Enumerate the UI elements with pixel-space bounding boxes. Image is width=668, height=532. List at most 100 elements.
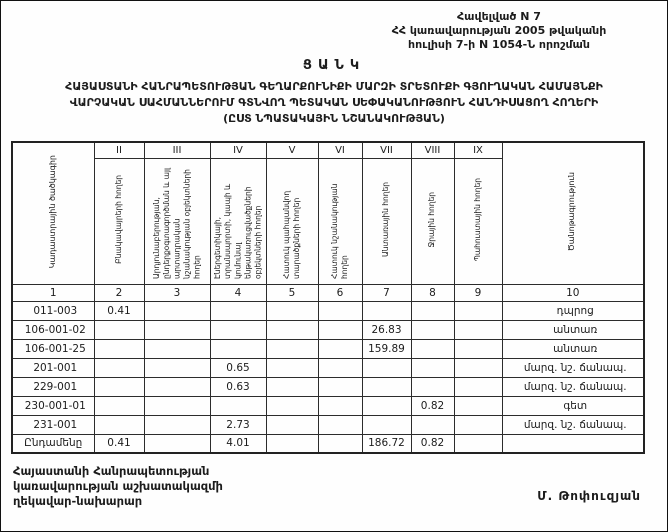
cell-value xyxy=(209,300,267,321)
total-value: 186.72 xyxy=(361,433,412,454)
col-header-reserve-lands: Պահուստային հողեր xyxy=(453,157,503,285)
cell-code: 106-001-02 xyxy=(11,319,95,340)
total-value: 0.82 xyxy=(410,433,455,454)
col-header-cadastral-code: Կադաստրային ծածկագիր xyxy=(11,141,95,285)
cell-value xyxy=(93,319,145,340)
cell-value xyxy=(265,395,319,416)
table-row: 231-001 2.73 մարզ. նշ. ճանապ. xyxy=(11,414,645,435)
col-header-protected-areas-lands: Հատուկ պահպանվող տարածքների հողեր xyxy=(265,157,319,285)
col-number-4: 4 xyxy=(209,283,267,302)
signatory-title-block: Հայաստանի Հանրապետության կառավարության ա… xyxy=(13,464,223,509)
total-value xyxy=(265,433,319,454)
col-number-9: 9 xyxy=(453,283,503,302)
cell-code: 201-001 xyxy=(11,357,95,378)
cell-value xyxy=(410,376,455,397)
signatory-line-3: ղեկավար-նախարար xyxy=(13,493,143,508)
roman-numeral-vii: VII xyxy=(361,141,412,159)
cell-value xyxy=(93,338,145,359)
total-value xyxy=(453,433,503,454)
cell-value xyxy=(317,338,363,359)
col-number-7: 7 xyxy=(361,283,412,302)
decision-date-line: հուլիսի 7-ի N 1054-Ն որոշման xyxy=(408,37,590,51)
cell-value xyxy=(209,338,267,359)
col-header-settlement-lands: Բնակավայրերի հողեր xyxy=(93,157,145,285)
cell-value: 159.89 xyxy=(361,338,412,359)
roman-numeral-ix: IX xyxy=(453,141,503,159)
cell-code: 011-003 xyxy=(11,300,95,321)
cell-code: 229-001 xyxy=(11,376,95,397)
cell-value xyxy=(361,376,412,397)
roman-numeral-viii: VIII xyxy=(410,141,455,159)
cell-value xyxy=(317,414,363,435)
cell-note: անտառ xyxy=(501,338,645,359)
cell-note: մարզ. նշ. ճանապ. xyxy=(501,414,645,435)
col-number-8: 8 xyxy=(410,283,455,302)
cell-value xyxy=(143,414,211,435)
cell-value xyxy=(410,338,455,359)
cell-code: 230-001-01 xyxy=(11,395,95,416)
cell-value xyxy=(93,395,145,416)
cell-value xyxy=(93,357,145,378)
cell-value xyxy=(265,376,319,397)
table-row: 201-001 0.65 մարզ. նշ. ճանապ. xyxy=(11,357,645,378)
cell-value xyxy=(143,338,211,359)
cell-value: 0.41 xyxy=(93,300,145,321)
cell-value: 2.73 xyxy=(209,414,267,435)
signatory-line-2: կառավարության աշխատակազմի xyxy=(13,479,223,493)
col-number-3: 3 xyxy=(143,283,211,302)
cell-value xyxy=(453,395,503,416)
appendix-header: Հավելված N 7 ՀՀ կառավարության 2005 թվակա… xyxy=(349,10,649,51)
note-column-label: Ծանոթագրություն xyxy=(567,172,577,252)
cell-value xyxy=(453,300,503,321)
col-number-10: 10 xyxy=(501,283,645,302)
cell-value: 26.83 xyxy=(361,319,412,340)
roman-numeral-iv: IV xyxy=(209,141,267,159)
col-number-2: 2 xyxy=(93,283,145,302)
cell-value xyxy=(361,357,412,378)
cell-value xyxy=(143,300,211,321)
land-parcels-table: Կադաստրային ծածկագիր II III IV V VI VII … xyxy=(11,141,645,455)
roman-numeral-v: V xyxy=(265,141,319,159)
cadastral-code-label: Կադաստրային ծածկագիր xyxy=(47,155,57,269)
cell-value xyxy=(361,414,412,435)
cell-value: 0.82 xyxy=(410,395,455,416)
roman-numeral-iii: III xyxy=(143,141,211,159)
page-title: ՑԱՆԿ xyxy=(302,58,366,74)
cell-value xyxy=(410,414,455,435)
total-row: Ընդամենը 0.41 4.01 186.72 0.82 xyxy=(11,433,645,454)
cell-value xyxy=(143,376,211,397)
cell-note: անտառ xyxy=(501,319,645,340)
cell-value xyxy=(93,414,145,435)
column-number-row: 1 2 3 4 5 6 7 8 9 10 xyxy=(11,283,645,302)
cell-note: մարզ. նշ. ճանապ. xyxy=(501,357,645,378)
cell-value xyxy=(453,357,503,378)
total-note xyxy=(501,433,645,454)
cell-value xyxy=(209,319,267,340)
document-footer: Հայաստանի Հանրապետության կառավարության ա… xyxy=(13,464,641,509)
table-row: 106-001-25 159.89 անտառ xyxy=(11,338,645,359)
cell-code: 231-001 xyxy=(11,414,95,435)
cell-value xyxy=(317,357,363,378)
cell-code: 106-001-25 xyxy=(11,338,95,359)
subtitle-line-2: ՎԱՐՉԱԿԱՆ ՍԱՀՄԱՆՆԵՐՈՒՄ ԳՏՆՎՈՂ ՊԵՏԱԿԱՆ ՍԵՓ… xyxy=(69,96,599,110)
cell-value xyxy=(410,319,455,340)
col-header-note: Ծանոթագրություն xyxy=(501,141,645,285)
cell-value xyxy=(317,300,363,321)
col-header-forest-lands: Անտառային հողեր xyxy=(361,157,412,285)
table-row: 229-001 0.63 մարզ. նշ. ճանապ. xyxy=(11,376,645,397)
col-number-5: 5 xyxy=(265,283,319,302)
cell-value xyxy=(143,357,211,378)
cell-value xyxy=(410,300,455,321)
cell-note: մարզ. նշ. ճանապ. xyxy=(501,376,645,397)
cell-value xyxy=(143,319,211,340)
cell-value xyxy=(317,376,363,397)
cell-value xyxy=(143,395,211,416)
total-label: Ընդամենը xyxy=(11,433,95,454)
government-decision-line: ՀՀ կառավարության 2005 թվականի xyxy=(391,23,607,37)
cell-value xyxy=(453,338,503,359)
col-number-1: 1 xyxy=(11,283,95,302)
cell-value xyxy=(361,395,412,416)
roman-numeral-row: Կադաստրային ծածկագիր II III IV V VI VII … xyxy=(11,141,645,285)
cell-value xyxy=(410,357,455,378)
cell-value xyxy=(93,376,145,397)
